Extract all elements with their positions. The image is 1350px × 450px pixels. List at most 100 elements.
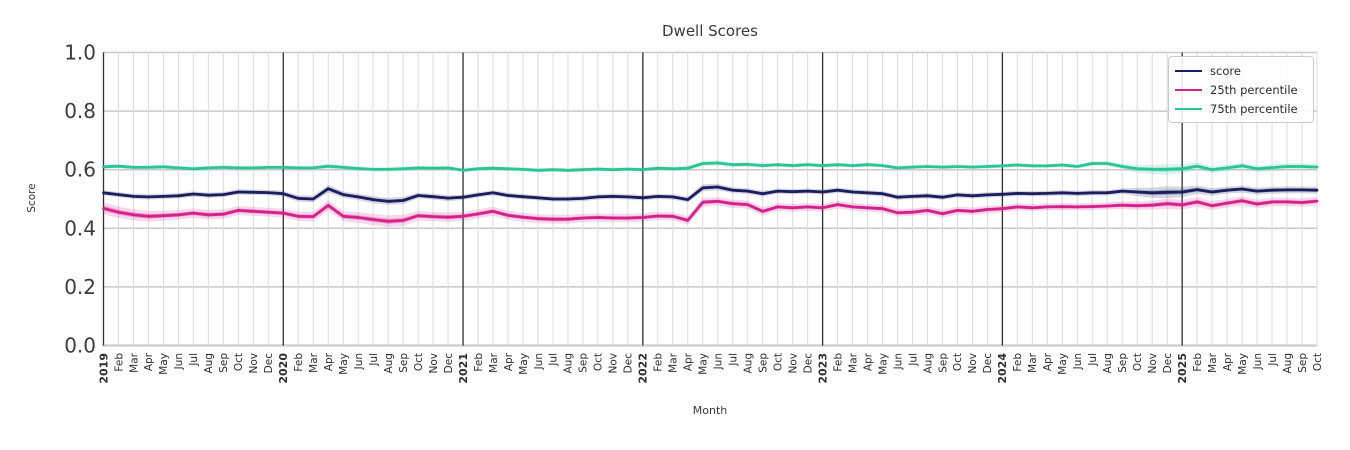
x-tick-label-month: Sep	[398, 353, 410, 373]
x-tick-label-month: Feb	[832, 353, 844, 372]
x-tick-label-month: Feb	[1012, 353, 1024, 372]
x-tick-label-month: Nov	[967, 353, 979, 374]
x-tick-label-month: Jun	[1072, 353, 1084, 370]
x-tick-label-month: Sep	[757, 353, 769, 373]
x-tick-label-year: 2021	[457, 353, 470, 384]
x-tick-label-month: May	[518, 353, 530, 375]
x-tick-label-month: Dec	[1162, 353, 1174, 374]
percentile-75-line-swatch	[1175, 107, 1202, 110]
x-tick-label-year: 2024	[996, 353, 1009, 384]
x-tick-label-month: Oct	[233, 353, 245, 371]
x-tick-label-month: Apr	[503, 352, 515, 371]
x-tick-label-month: May	[877, 353, 889, 375]
x-tick-label-month: Aug	[563, 353, 575, 374]
x-tick-label-month: Dec	[623, 353, 635, 374]
x-tick-label-month: Sep	[937, 353, 949, 373]
x-tick-label-month: Jul	[188, 353, 200, 367]
x-tick-label-month: Feb	[1192, 353, 1204, 372]
x-tick-label-month: Dec	[443, 353, 455, 374]
percentile-25-line-swatch	[1175, 88, 1202, 91]
x-tick-label-month: Apr	[1042, 352, 1054, 371]
x-tick-label-month: May	[1057, 353, 1069, 375]
series-line-25th-percentile	[102, 199, 1319, 223]
x-tick-label-month: Oct	[593, 353, 605, 371]
x-tick-label-month: Aug	[1102, 353, 1114, 374]
confidence-band-inner-1	[103, 198, 1317, 224]
x-tick-label-month: Mar	[1027, 352, 1039, 372]
x-tick-label-month: Nov	[248, 353, 260, 374]
x-tick-label-month: Jun	[353, 353, 365, 370]
x-tick-label-month: Sep	[1117, 353, 1129, 373]
x-tick-label-month: Aug	[203, 353, 215, 374]
x-tick-label-month: Jul	[548, 353, 560, 367]
x-tick-label-year: 2023	[816, 353, 829, 384]
x-tick-label-month: Nov	[608, 353, 620, 374]
x-tick-label-month: Nov	[787, 353, 799, 374]
chart-title: Dwell Scores	[662, 22, 758, 40]
x-tick-label-month: Mar	[668, 352, 680, 372]
x-tick-label-month: Oct	[772, 353, 784, 371]
x-tick-label-month: Dec	[802, 353, 814, 374]
x-tick-label-month: Apr	[323, 352, 335, 371]
legend-label-75th-percentile: 75th percentile	[1210, 101, 1298, 116]
x-tick-label-month: May	[698, 353, 710, 375]
x-tick-label-month: Feb	[473, 353, 485, 372]
x-tick-label-month: Apr	[143, 352, 155, 371]
x-tick-label-month: Aug	[922, 353, 934, 374]
legend-item-25th-percentile: 25th percentile	[1175, 80, 1307, 99]
x-tick-label-month: Aug	[383, 353, 395, 374]
x-tick-label-month: Jun	[713, 353, 725, 370]
x-tick-label-month: Aug	[1282, 353, 1294, 374]
x-tick-label-month: Sep	[218, 353, 230, 373]
y-tick-label: 0.2	[64, 275, 96, 299]
x-tick-label-year: 2025	[1176, 353, 1189, 384]
x-tick-label-month: Feb	[653, 353, 665, 372]
x-tick-label-month: Feb	[113, 353, 125, 372]
x-tick-label-month: Mar	[308, 352, 320, 372]
x-tick-label-month: Jul	[907, 353, 919, 367]
x-tick-label-month: May	[338, 353, 350, 375]
x-tick-label-month: Mar	[128, 352, 140, 372]
x-tick-label-month: Sep	[578, 353, 590, 373]
x-tick-label-month: Jul	[728, 353, 740, 367]
x-tick-label-month: Feb	[293, 353, 305, 372]
series-line-75th-percentile	[102, 161, 1319, 172]
x-tick-label-year: 2020	[277, 353, 290, 384]
legend-label-score: score	[1210, 63, 1241, 78]
x-tick-label-month: Nov	[428, 353, 440, 374]
x-tick-label-month: Oct	[413, 353, 425, 371]
x-tick-label-month: Mar	[1207, 352, 1219, 372]
x-tick-label-month: Jun	[892, 353, 904, 370]
legend-label-25th-percentile: 25th percentile	[1210, 82, 1298, 97]
x-tick-label-month: Sep	[1297, 353, 1309, 373]
series-line-score	[102, 185, 1319, 203]
x-tick-label-month: Aug	[743, 353, 755, 374]
score-line-swatch	[1175, 69, 1202, 72]
x-tick-label-month: Apr	[862, 352, 874, 371]
x-tick-label-month: Jul	[368, 353, 380, 367]
legend-item-75th-percentile: 75th percentile	[1175, 99, 1307, 118]
x-tick-label-year: 2019	[97, 353, 110, 384]
x-tick-label-month: Oct	[952, 353, 964, 371]
y-tick-label: 0.8	[64, 99, 96, 123]
y-tick-label: 0.0	[64, 334, 96, 358]
x-tick-label-month: Apr	[1222, 352, 1234, 371]
x-tick-label-month: Oct	[1312, 353, 1324, 371]
x-tick-label-month: Jul	[1267, 353, 1279, 367]
x-tick-label-month: Apr	[683, 352, 695, 371]
x-tick-label-month: Dec	[982, 353, 994, 374]
y-tick-label: 0.6	[64, 158, 96, 182]
x-tick-label-month: Nov	[1147, 353, 1159, 374]
x-tick-label-year: 2022	[637, 353, 650, 384]
x-tick-label-month: Oct	[1132, 353, 1144, 371]
x-tick-label-month: Mar	[488, 352, 500, 372]
y-tick-label: 0.4	[64, 216, 96, 240]
x-axis-title: Month	[692, 404, 728, 417]
legend-item-score: score	[1175, 61, 1307, 80]
x-tick-label-month: Jul	[1087, 353, 1099, 367]
x-tick-label-month: Jun	[1252, 353, 1264, 370]
x-tick-label-month: May	[158, 353, 170, 375]
x-tick-label-month: Jun	[533, 353, 545, 370]
